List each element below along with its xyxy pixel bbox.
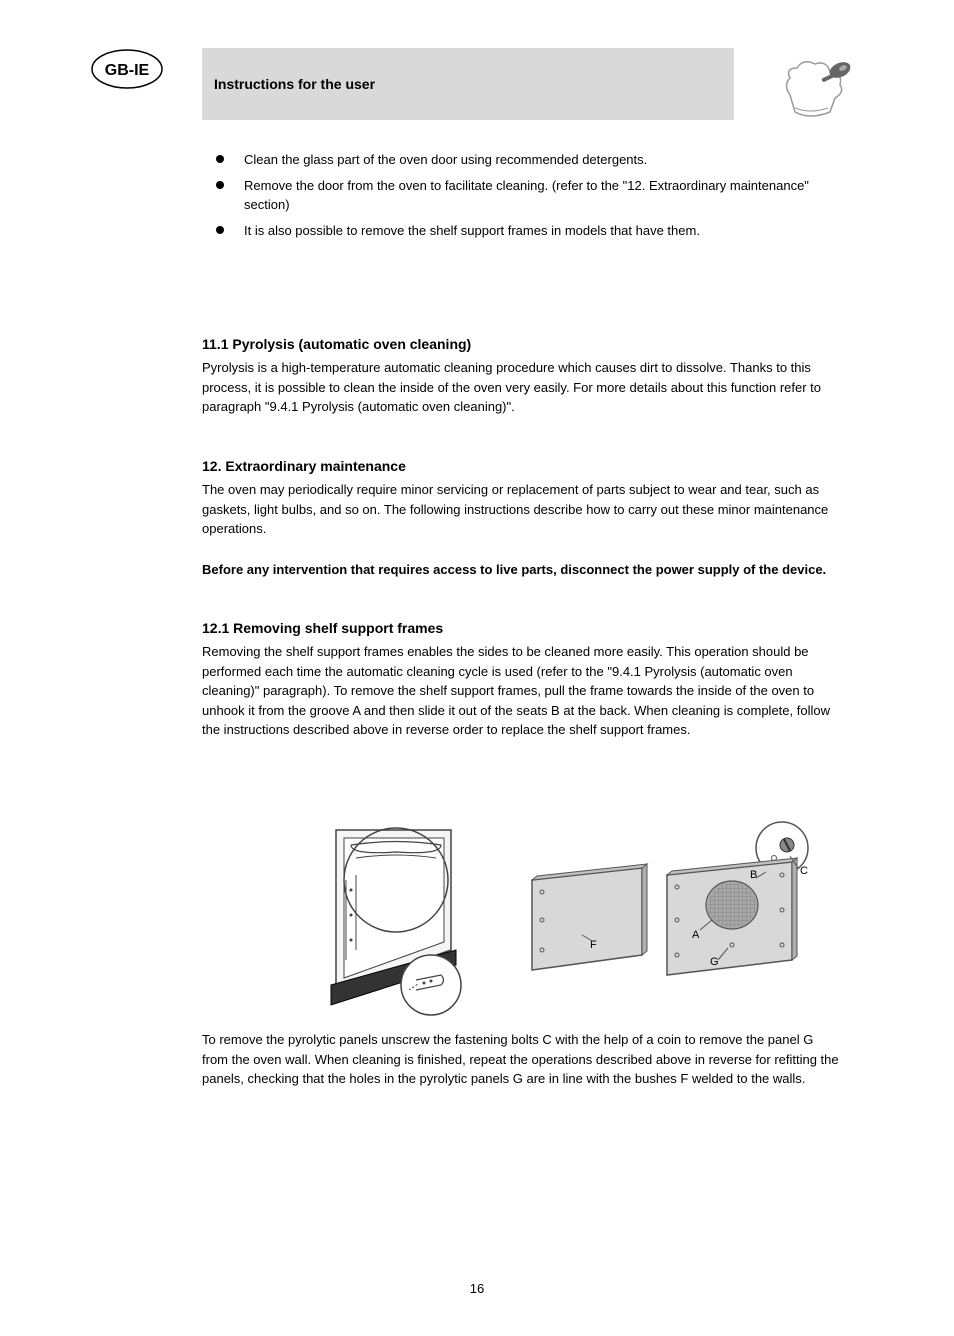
oven-door-diagram	[296, 820, 496, 1025]
section-body-pyrolysis: Pyrolysis is a high-temperature automati…	[202, 358, 842, 417]
section-title-frames: 12.1 Removing shelf support frames	[202, 620, 443, 636]
header-bar: Instructions for the user	[202, 48, 734, 120]
section-body-frames-1: Removing the shelf support frames enable…	[202, 642, 842, 740]
svg-text:B: B	[750, 869, 757, 881]
svg-text:G: G	[710, 956, 719, 968]
bullet-item: It is also possible to remove the shelf …	[212, 221, 838, 241]
chef-hat-icon	[765, 50, 855, 128]
diagram-row: F A	[296, 820, 842, 1025]
bullet-text: Remove the door from the oven to facilit…	[244, 176, 838, 215]
bullet-dot-icon	[216, 226, 224, 234]
panel-diagram: F A	[522, 820, 842, 1025]
region-badge: GB-IE	[90, 48, 164, 90]
section-title-maintenance: 12. Extraordinary maintenance	[202, 458, 406, 474]
bullet-item: Clean the glass part of the oven door us…	[212, 150, 838, 170]
page-number: 16	[0, 1281, 954, 1296]
svg-text:C: C	[800, 865, 808, 877]
badge-text: GB-IE	[105, 62, 150, 79]
section-body-frames-2: To remove the pyrolytic panels unscrew t…	[202, 1030, 842, 1089]
bullet-dot-icon	[216, 155, 224, 163]
svg-text:A: A	[692, 929, 700, 941]
section-warning-maintenance: Before any intervention that requires ac…	[202, 560, 842, 580]
bullet-text: Clean the glass part of the oven door us…	[244, 150, 647, 170]
section-title-pyrolysis: 11.1 Pyrolysis (automatic oven cleaning)	[202, 336, 471, 352]
header-title: Instructions for the user	[214, 76, 375, 92]
bullet-list: Clean the glass part of the oven door us…	[212, 150, 838, 246]
bullet-dot-icon	[216, 181, 224, 189]
section-body-maintenance: The oven may periodically require minor …	[202, 480, 842, 539]
bullet-text: It is also possible to remove the shelf …	[244, 221, 700, 241]
bullet-item: Remove the door from the oven to facilit…	[212, 176, 838, 215]
